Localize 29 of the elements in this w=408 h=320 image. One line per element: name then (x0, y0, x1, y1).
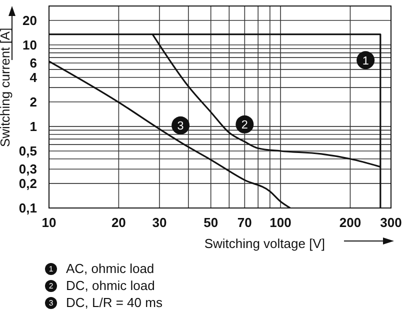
y-axis-title: Switching current [A] (0, 28, 13, 147)
numbered-badge: 3 (172, 116, 190, 134)
x-tick-label: 200 (339, 215, 362, 230)
numbered-badge: 1 (356, 51, 375, 70)
x-tick-label: 30 (152, 215, 167, 230)
x-tick-label: 300 (380, 215, 402, 230)
y-tick-label: 10 (22, 38, 37, 53)
x-tick-label: 50 (204, 215, 218, 230)
y-tick-label: 0,5 (18, 144, 37, 159)
y-tick-label: 4 (30, 70, 38, 85)
legend-label: DC, ohmic load (66, 277, 155, 294)
y-tick-label: 1 (30, 119, 37, 134)
annotation: 1 (362, 54, 369, 68)
legend-label: AC, ohmic load (66, 260, 154, 277)
legend-label: DC, L/R = 40 ms (66, 294, 162, 311)
y-tick-label: 20 (22, 12, 37, 28)
y-tick-label: 0,1 (18, 200, 37, 216)
y-tick-label: 6 (30, 56, 37, 71)
x-tick-label: 10 (42, 215, 56, 230)
y-tick-label: 0,3 (18, 162, 37, 177)
y-tick-label: 2 (30, 94, 37, 110)
x-tick-label: 20 (111, 215, 126, 230)
annotation: 3 (177, 120, 184, 132)
x-axis-title: Switching voltage [V] (204, 236, 325, 251)
annotation: 2 (241, 118, 248, 132)
x-tick-label: 70 (237, 215, 252, 230)
numbered-badge: 2 (236, 115, 254, 134)
x-tick-label: 100 (270, 215, 292, 230)
y-tick-label: 0,2 (18, 176, 37, 192)
